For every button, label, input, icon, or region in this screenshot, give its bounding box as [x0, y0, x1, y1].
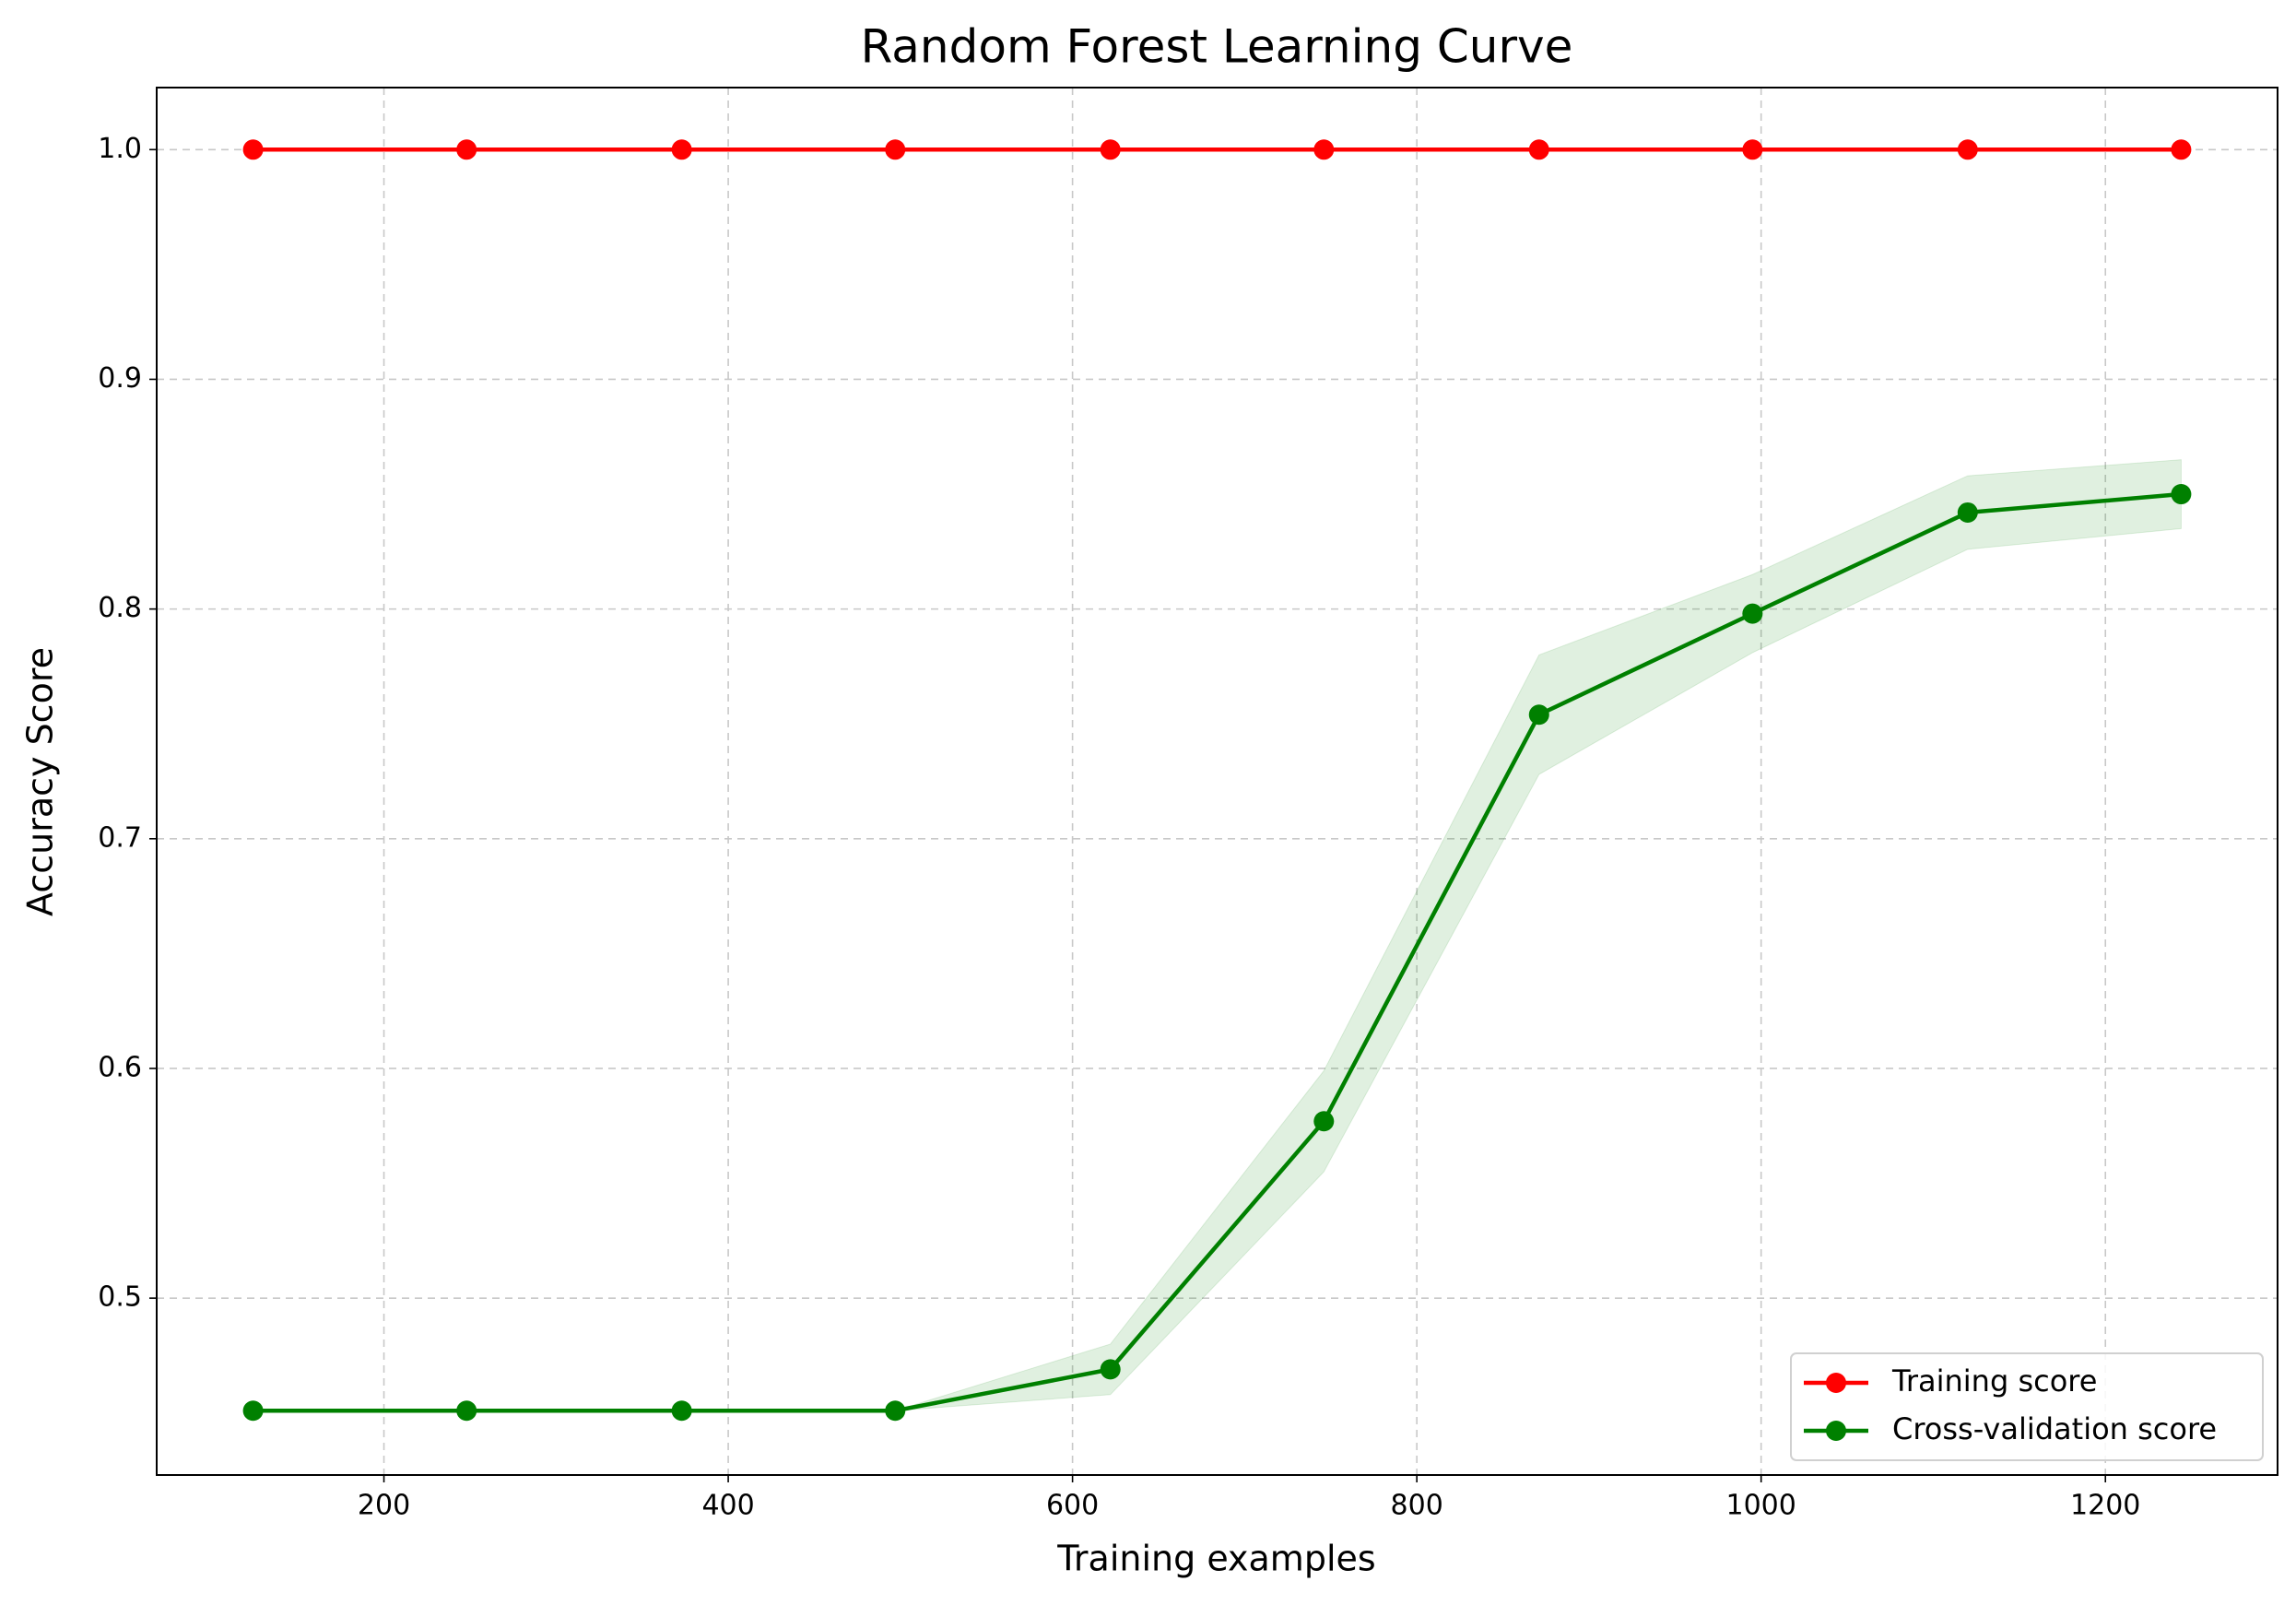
y-tick-label: 0.6 — [98, 1051, 142, 1083]
data-point — [885, 1400, 906, 1422]
data-point — [671, 139, 692, 160]
data-point — [242, 139, 264, 160]
legend-label: Training score — [1891, 1363, 2097, 1398]
data-point — [1528, 139, 1549, 160]
data-point — [1313, 1111, 1335, 1132]
y-axis-label: Accuracy Score — [20, 647, 61, 916]
y-tick-label: 0.9 — [98, 362, 142, 395]
legend-marker — [1826, 1421, 1846, 1441]
y-tick-label: 0.8 — [98, 592, 142, 624]
x-axis-label: Training examples — [1056, 1539, 1375, 1579]
x-tick-label: 1200 — [2070, 1490, 2140, 1522]
y-tick-label: 0.5 — [98, 1281, 142, 1314]
data-point — [1742, 603, 1763, 624]
legend-marker — [1826, 1373, 1846, 1393]
legend-label: Cross-validation score — [1892, 1411, 2217, 1446]
chart-title: Random Forest Learning Curve — [861, 20, 1573, 74]
data-point — [2171, 139, 2192, 160]
x-tick-label: 200 — [358, 1490, 410, 1522]
y-tick-label: 1.0 — [98, 133, 142, 165]
data-point — [2171, 484, 2192, 505]
data-point — [671, 1400, 692, 1422]
data-point — [1957, 139, 1978, 160]
std-band — [253, 459, 2182, 1411]
data-point — [1100, 139, 1121, 160]
data-point — [456, 139, 477, 160]
x-tick-label: 400 — [701, 1490, 754, 1522]
x-tick-label: 1000 — [1726, 1490, 1796, 1522]
plot-frame — [156, 87, 2278, 1476]
x-tick-label: 800 — [1391, 1490, 1443, 1522]
legend-box — [1790, 1352, 2264, 1461]
data-point — [1957, 502, 1978, 523]
x-tick-label: 600 — [1046, 1490, 1099, 1522]
data-point — [1100, 1359, 1121, 1380]
data-point — [242, 1400, 264, 1422]
series-line — [253, 491, 2182, 1413]
data-point — [1742, 139, 1763, 160]
data-point — [1528, 704, 1549, 726]
y-tick-label: 0.7 — [98, 821, 142, 854]
data-point — [885, 139, 906, 160]
data-point — [456, 1400, 477, 1422]
data-point — [1313, 139, 1335, 160]
legend: Training score Cross-validation score — [1790, 1352, 2264, 1461]
